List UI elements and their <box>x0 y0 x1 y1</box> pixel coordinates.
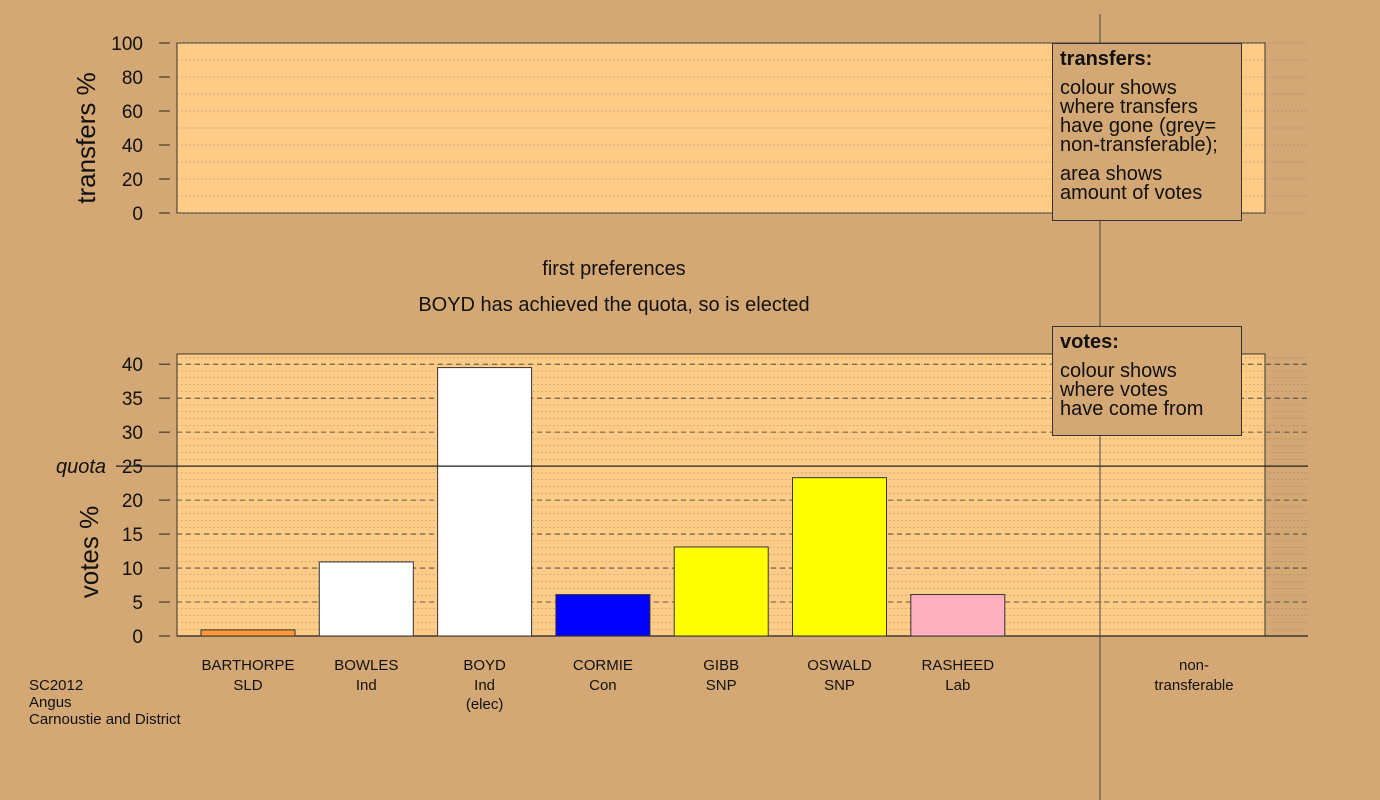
footer-council: Angus <box>29 694 72 711</box>
footer-ward: Carnoustie and District <box>29 711 181 728</box>
candidate-party: Con <box>589 677 617 694</box>
votes-legend-line: where votes <box>1060 379 1168 401</box>
footer-election: SC2012 <box>29 677 84 694</box>
candidate-name: OSWALD <box>807 657 872 674</box>
votes-bars <box>200 367 1006 637</box>
votes-y-tick-label: 30 <box>122 423 143 444</box>
votes-y-tick-label: 5 <box>132 593 143 614</box>
candidate-party: Ind <box>474 677 495 694</box>
transfers-legend-line: amount of votes <box>1060 182 1203 204</box>
bar-cormie <box>555 594 651 637</box>
candidate-party: Ind <box>356 677 377 694</box>
candidate-name: BOYD <box>463 657 506 674</box>
votes-y-tick-label: 10 <box>122 559 143 580</box>
transfers-y-tick-label: 100 <box>111 34 143 55</box>
nontransferable-label-line2: transferable <box>1154 677 1233 694</box>
candidate-party: SLD <box>233 677 262 694</box>
votes-panel: 0 5 10 15 20 25 30 35 40 BARTHORPE SLD BOWLES Ind BO… <box>56 353 1308 713</box>
transfers-y-axis: 0 20 40 60 80 100 <box>111 34 170 225</box>
bar-bowles <box>318 561 414 637</box>
votes-legend-line: have come from <box>1060 398 1204 420</box>
transfers-legend-title: transfers: <box>1060 48 1153 70</box>
transfers-y-axis-label: transfers % <box>71 72 101 204</box>
transfers-y-tick-label: 0 <box>132 204 143 225</box>
nontransferable-label-line1: non- <box>1179 657 1209 674</box>
bar-rasheed <box>910 594 1006 637</box>
election-footer: SC2012 Angus Carnoustie and District <box>29 677 181 728</box>
stage-message: BOYD has achieved the quota, so is elect… <box>418 294 810 316</box>
bar-boyd <box>437 367 533 637</box>
votes-y-tick-label: 0 <box>132 627 143 648</box>
stage-title: first preferences <box>542 258 686 280</box>
transfers-grid <box>177 42 1308 214</box>
votes-y-axis: 0 5 10 15 20 25 30 35 40 <box>122 355 170 648</box>
candidate-note: (elec) <box>466 696 504 713</box>
votes-y-tick-label: 25 <box>122 457 143 478</box>
transfers-legend-line: non-transferable); <box>1060 134 1218 156</box>
bar-barthorpe <box>200 629 296 637</box>
candidate-name: CORMIE <box>573 657 633 674</box>
votes-y-tick-label: 15 <box>122 525 143 546</box>
candidate-labels: BARTHORPE SLD BOWLES Ind BOYD Ind (elec) CORMIE… <box>201 657 994 713</box>
transfers-y-tick-label: 60 <box>122 102 143 123</box>
transfers-y-tick-label: 80 <box>122 68 143 89</box>
bar-gibb <box>673 546 769 637</box>
votes-legend: votes: colour shows where votes have com… <box>1052 326 1242 436</box>
transfers-y-tick-label: 20 <box>122 170 143 191</box>
transfers-legend-line: have gone (grey= <box>1060 115 1217 137</box>
candidate-party: SNP <box>824 677 855 694</box>
votes-y-axis-label: votes % <box>74 506 104 599</box>
candidate-party: SNP <box>706 677 737 694</box>
transfers-legend: transfers: colour shows where transfers … <box>1052 43 1242 221</box>
candidate-party: Lab <box>945 677 970 694</box>
votes-y-tick-label: 35 <box>122 389 143 410</box>
votes-legend-line: colour shows <box>1060 360 1177 382</box>
candidate-name: BARTHORPE <box>201 657 294 674</box>
votes-y-tick-label: 40 <box>122 355 143 376</box>
transfers-legend-line: colour shows <box>1060 77 1177 99</box>
candidate-name: RASHEED <box>922 657 995 674</box>
candidate-name: BOWLES <box>334 657 398 674</box>
votes-legend-title: votes: <box>1060 331 1119 353</box>
votes-y-tick-label: 20 <box>122 491 143 512</box>
transfers-y-tick-label: 40 <box>122 136 143 157</box>
transfers-legend-line: area shows <box>1060 163 1163 185</box>
bar-oswald <box>792 477 887 637</box>
candidate-name: GIBB <box>703 657 739 674</box>
transfers-legend-line: where transfers <box>1060 96 1198 118</box>
quota-label: quota <box>56 456 106 478</box>
